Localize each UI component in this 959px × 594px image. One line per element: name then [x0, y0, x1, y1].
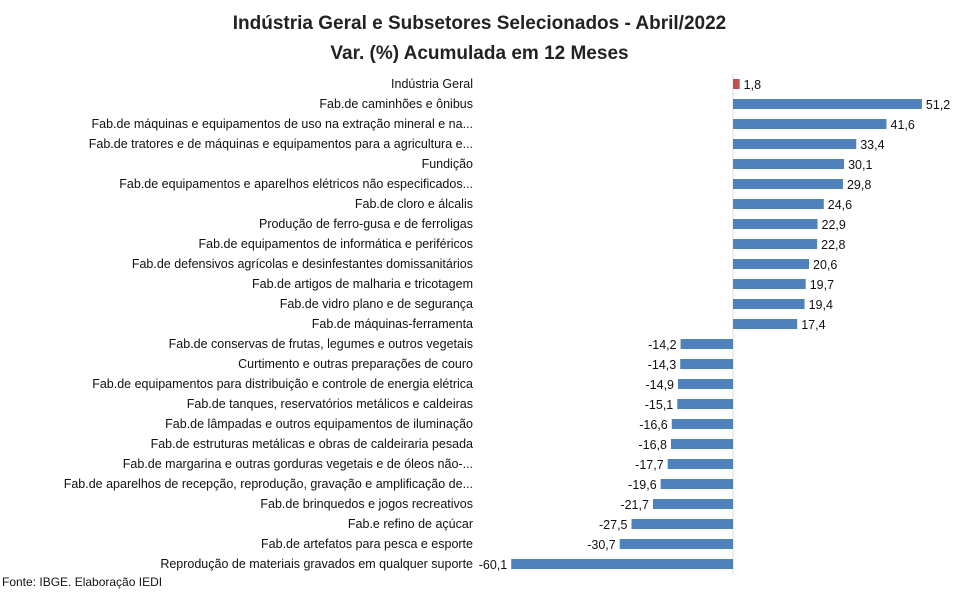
- data-label: 30,1: [848, 158, 872, 172]
- data-label: 19,7: [810, 278, 834, 292]
- category-label: Fab.de aparelhos de recepção, reprodução…: [64, 477, 473, 491]
- category-label: Fab.de tanques, reservatórios metálicos …: [187, 397, 473, 411]
- category-label: Curtimento e outras preparações de couro: [238, 357, 473, 371]
- category-label: Reprodução de materiais gravados em qual…: [160, 557, 473, 571]
- data-label: 19,4: [809, 298, 833, 312]
- category-label: Fab.de margarina e outras gorduras veget…: [123, 457, 473, 471]
- bar: [619, 539, 733, 549]
- bar: [678, 379, 733, 389]
- category-label: Fab.de equipamentos e aparelhos elétrico…: [119, 177, 473, 191]
- category-label: Fab.de vidro plano e de segurança: [280, 297, 473, 311]
- category-label: Indústria Geral: [391, 77, 473, 91]
- category-label: Fab.de artigos de malharia e tricotagem: [252, 277, 473, 291]
- category-label: Fab.de máquinas e equipamentos de uso na…: [92, 117, 474, 131]
- bar: [671, 419, 733, 429]
- bar: [680, 359, 733, 369]
- source-note: Fonte: IBGE. Elaboração IEDI: [2, 575, 163, 589]
- bar: [631, 519, 733, 529]
- category-label: Fab.de caminhões e ônibus: [319, 97, 473, 111]
- category-label: Fab.de conservas de frutas, legumes e ou…: [169, 337, 473, 351]
- bar: [733, 259, 810, 269]
- data-label: 20,6: [813, 258, 837, 272]
- data-label: 51,2: [926, 98, 950, 112]
- bar: [733, 299, 805, 309]
- data-label: -14,2: [648, 338, 677, 352]
- data-label: -19,6: [628, 478, 657, 492]
- bar: [680, 339, 733, 349]
- bar: [733, 239, 818, 249]
- category-label: Fab.de cloro e álcalis: [355, 197, 473, 211]
- category-label: Fab.de equipamentos para distribuição e …: [92, 377, 473, 391]
- data-label: 22,9: [822, 218, 846, 232]
- data-label: -30,7: [587, 538, 616, 552]
- chart-title: Indústria Geral e Subsetores Selecionado…: [232, 13, 727, 34]
- data-label: -16,6: [639, 418, 668, 432]
- bar: [733, 319, 798, 329]
- bar: [733, 179, 843, 189]
- data-label: 22,8: [821, 238, 845, 252]
- bar: [660, 479, 733, 489]
- data-label: -60,1: [479, 558, 508, 572]
- category-label: Fab.de estruturas metálicas e obras de c…: [151, 437, 473, 451]
- category-label: Fab.de equipamentos de informática e per…: [199, 237, 473, 251]
- data-label: 41,6: [891, 118, 915, 132]
- bar: [733, 119, 887, 129]
- category-label: Produção de ferro-gusa e de ferroligas: [259, 217, 473, 231]
- data-label: 29,8: [847, 178, 871, 192]
- category-label: Fab.de defensivos agrícolas e desinfesta…: [132, 257, 473, 271]
- bar: [733, 139, 857, 149]
- bar: [652, 499, 733, 509]
- category-label: Fab.de brinquedos e jogos recreativos: [260, 497, 473, 511]
- bar: [677, 399, 733, 409]
- bar: [733, 219, 818, 229]
- bar: [733, 279, 806, 289]
- bar: [671, 439, 733, 449]
- bar: [733, 99, 922, 109]
- data-label: -21,7: [620, 498, 649, 512]
- bar: [511, 559, 733, 569]
- data-label: 17,4: [801, 318, 825, 332]
- category-label: Fab.de lâmpadas e outros equipamentos de…: [165, 417, 473, 431]
- category-label: Fundição: [422, 157, 473, 171]
- data-label: 1,8: [744, 78, 761, 92]
- data-label: -27,5: [599, 518, 628, 532]
- data-label: 33,4: [860, 138, 884, 152]
- bar: [733, 159, 845, 169]
- bar: [733, 79, 740, 89]
- data-label: 24,6: [828, 198, 852, 212]
- category-label: Fab.de máquinas-ferramenta: [312, 317, 473, 331]
- category-label: Fab.de tratores e de máquinas e equipame…: [89, 137, 473, 151]
- data-label: -17,7: [635, 458, 664, 472]
- chart-subtitle: Var. (%) Acumulada em 12 Meses: [330, 43, 629, 64]
- bar: [733, 199, 824, 209]
- data-label: -15,1: [645, 398, 674, 412]
- data-label: -16,8: [639, 438, 668, 452]
- bar: [667, 459, 733, 469]
- data-label: -14,9: [646, 378, 675, 392]
- category-label: Fab.de artefatos para pesca e esporte: [261, 537, 473, 551]
- category-label: Fab.e refino de açúcar: [348, 517, 473, 531]
- data-label: -14,3: [648, 358, 677, 372]
